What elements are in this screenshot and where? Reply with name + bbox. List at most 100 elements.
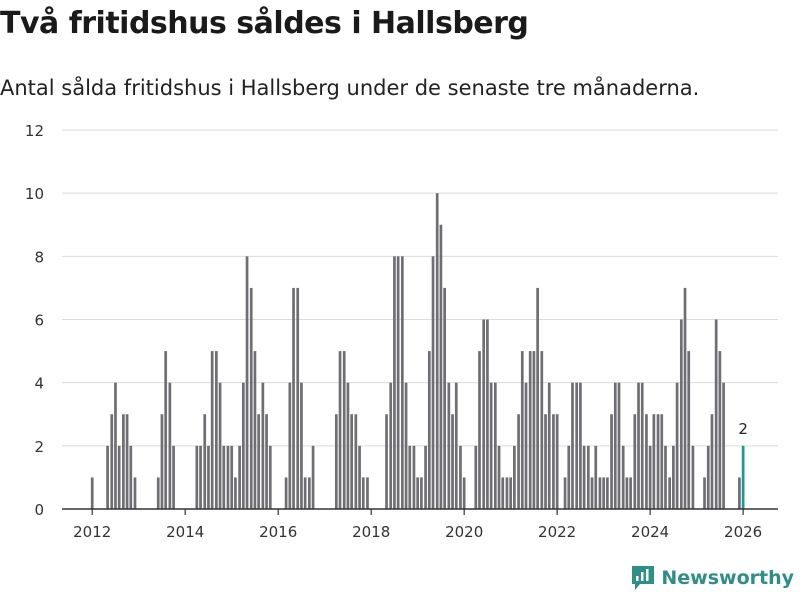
bar <box>296 287 300 509</box>
bar <box>540 351 544 509</box>
bar <box>648 445 652 509</box>
bar <box>420 477 423 509</box>
bar <box>474 445 478 509</box>
bar <box>268 445 272 509</box>
bar <box>160 414 164 509</box>
x-tick-label: 2022 <box>538 523 576 541</box>
bar <box>226 445 230 509</box>
bar <box>563 477 567 509</box>
bar <box>617 382 621 509</box>
bar <box>501 477 505 509</box>
bar <box>245 256 249 509</box>
bar <box>424 445 427 509</box>
bar <box>234 477 237 509</box>
bar <box>199 445 202 509</box>
bar <box>738 477 741 509</box>
bar <box>625 477 629 509</box>
chart-title: Två fritidshus såldes i Hallsberg <box>0 6 529 41</box>
bar <box>668 477 672 509</box>
bar <box>218 382 222 509</box>
chart-subtitle: Antal sålda fritidshus i Hallsberg under… <box>0 76 700 100</box>
bar <box>454 382 458 509</box>
bar <box>513 445 516 509</box>
bar <box>172 445 175 509</box>
bar <box>110 414 114 509</box>
bar <box>408 445 412 509</box>
bar <box>308 477 311 509</box>
bar <box>722 382 725 509</box>
x-tick-label: 2018 <box>352 523 390 541</box>
bar <box>517 414 520 509</box>
bar <box>582 445 586 509</box>
bar <box>509 477 513 509</box>
bar <box>567 445 571 509</box>
bar <box>575 382 579 509</box>
bar <box>334 414 338 509</box>
bar <box>656 414 660 509</box>
bar <box>303 477 307 509</box>
x-tick-label: 2016 <box>259 523 297 541</box>
bar <box>691 445 695 509</box>
y-tick-label: 6 <box>34 312 44 330</box>
bar <box>710 414 714 509</box>
bar <box>637 382 640 509</box>
bar <box>129 445 133 509</box>
bar <box>462 477 466 509</box>
y-tick-label: 0 <box>34 501 44 519</box>
bar <box>257 414 261 509</box>
bar <box>528 351 532 509</box>
bar <box>241 382 245 509</box>
bar <box>203 414 207 509</box>
bar <box>338 351 342 509</box>
bar <box>358 445 361 509</box>
bar <box>547 382 551 509</box>
x-tick-label: 2024 <box>631 523 669 541</box>
bar <box>718 351 722 509</box>
y-tick-label: 10 <box>25 185 44 203</box>
bar <box>350 414 354 509</box>
bars <box>90 193 745 510</box>
bar <box>346 382 350 509</box>
bar <box>400 256 404 509</box>
bar <box>706 445 710 509</box>
bar <box>311 445 315 509</box>
y-tick-label: 8 <box>34 248 44 266</box>
bar <box>114 382 117 509</box>
bar <box>683 287 687 509</box>
bar <box>571 382 574 509</box>
latest-value-label: 2 <box>738 420 748 438</box>
bar <box>435 193 439 510</box>
bar <box>122 414 125 509</box>
bar <box>90 477 94 509</box>
bar <box>703 477 706 509</box>
bar <box>288 382 292 509</box>
bar <box>633 414 637 509</box>
bar <box>385 414 388 509</box>
bar <box>482 319 486 509</box>
bar <box>555 414 559 509</box>
bar <box>610 414 613 509</box>
bar <box>222 445 226 509</box>
bar <box>660 414 664 509</box>
x-tick-label: 2020 <box>445 523 483 541</box>
bar <box>210 351 214 509</box>
bar <box>431 256 435 509</box>
brand: Newsworthy <box>631 564 794 592</box>
bar <box>536 287 539 509</box>
bar <box>594 445 598 509</box>
bar <box>672 445 675 509</box>
bar <box>640 382 644 509</box>
bar <box>354 414 358 509</box>
bar <box>621 445 625 509</box>
bar <box>544 414 547 509</box>
bar <box>265 414 268 509</box>
bar <box>393 256 396 509</box>
x-tick-label: 2026 <box>724 523 762 541</box>
bar <box>416 477 420 509</box>
bar <box>645 414 648 509</box>
data-labels: 2 <box>738 420 748 438</box>
bar <box>478 351 481 509</box>
bar-latest <box>741 445 745 509</box>
bar <box>652 414 656 509</box>
bar <box>366 477 369 509</box>
